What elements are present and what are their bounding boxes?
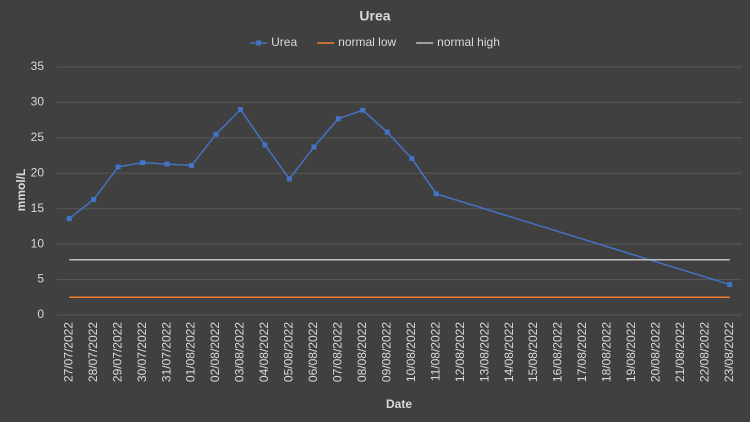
- point-marker: [262, 142, 268, 148]
- x-tick-label: 10/08/2022: [404, 322, 418, 382]
- point-marker: [384, 129, 390, 135]
- x-tick-label: 08/08/2022: [355, 322, 369, 382]
- y-tick-label: 10: [31, 236, 45, 250]
- point-marker: [140, 160, 146, 166]
- point-marker: [360, 107, 366, 113]
- x-tick-label: 03/08/2022: [233, 322, 247, 382]
- point-marker: [311, 144, 317, 150]
- point-marker: [335, 116, 341, 122]
- x-tick-label: 20/08/2022: [649, 322, 663, 382]
- point-marker: [286, 176, 292, 182]
- x-tick-label: 09/08/2022: [379, 322, 393, 382]
- y-tick-label: 15: [31, 201, 45, 215]
- x-tick-label: 05/08/2022: [282, 322, 296, 382]
- x-tick-label: 22/08/2022: [697, 322, 711, 382]
- x-tick-label: 29/07/2022: [110, 322, 124, 382]
- x-tick-label: 12/08/2022: [453, 322, 467, 382]
- x-tick-label: 30/07/2022: [135, 322, 149, 382]
- y-tick-label: 5: [37, 272, 44, 286]
- x-tick-label: 15/08/2022: [526, 322, 540, 382]
- y-tick-label: 0: [37, 307, 44, 321]
- x-tick-label: 19/08/2022: [624, 322, 638, 382]
- x-tick-label: 31/07/2022: [159, 322, 173, 382]
- y-axis-title: mmol/L: [14, 169, 28, 212]
- x-tick-label: 11/08/2022: [428, 322, 442, 381]
- x-tick-label: 06/08/2022: [306, 322, 320, 382]
- x-tick-label: 21/08/2022: [673, 322, 687, 382]
- point-marker: [66, 216, 72, 222]
- legend-marker: [256, 40, 262, 46]
- y-tick-label: 35: [31, 59, 45, 73]
- x-tick-label: 23/08/2022: [722, 322, 736, 382]
- x-tick-label: 04/08/2022: [257, 322, 271, 382]
- point-marker: [164, 161, 170, 167]
- point-marker: [409, 155, 415, 161]
- chart-title: Urea: [359, 8, 390, 24]
- point-marker: [727, 282, 733, 288]
- legend-label: Urea: [271, 35, 297, 49]
- x-tick-label: 18/08/2022: [600, 322, 614, 382]
- x-axis-title: Date: [386, 397, 412, 411]
- point-marker: [189, 162, 195, 168]
- x-tick-label: 02/08/2022: [208, 322, 222, 382]
- point-marker: [115, 164, 121, 170]
- point-marker: [213, 131, 219, 137]
- x-tick-label: 14/08/2022: [502, 322, 516, 382]
- legend-label: normal low: [338, 35, 396, 49]
- legend-label: normal high: [437, 35, 500, 49]
- point-marker: [237, 107, 243, 113]
- x-tick-label: 07/08/2022: [331, 322, 345, 382]
- point-marker: [433, 191, 439, 197]
- x-tick-label: 28/07/2022: [86, 322, 100, 382]
- point-marker: [91, 197, 97, 203]
- y-tick-label: 25: [31, 130, 45, 144]
- x-tick-label: 01/08/2022: [184, 322, 198, 382]
- x-tick-label: 16/08/2022: [551, 322, 565, 382]
- y-tick-label: 30: [31, 95, 45, 109]
- y-tick-label: 20: [31, 165, 45, 179]
- x-tick-label: 27/07/2022: [61, 322, 75, 382]
- x-tick-label: 13/08/2022: [477, 322, 491, 382]
- x-tick-label: 17/08/2022: [575, 322, 589, 382]
